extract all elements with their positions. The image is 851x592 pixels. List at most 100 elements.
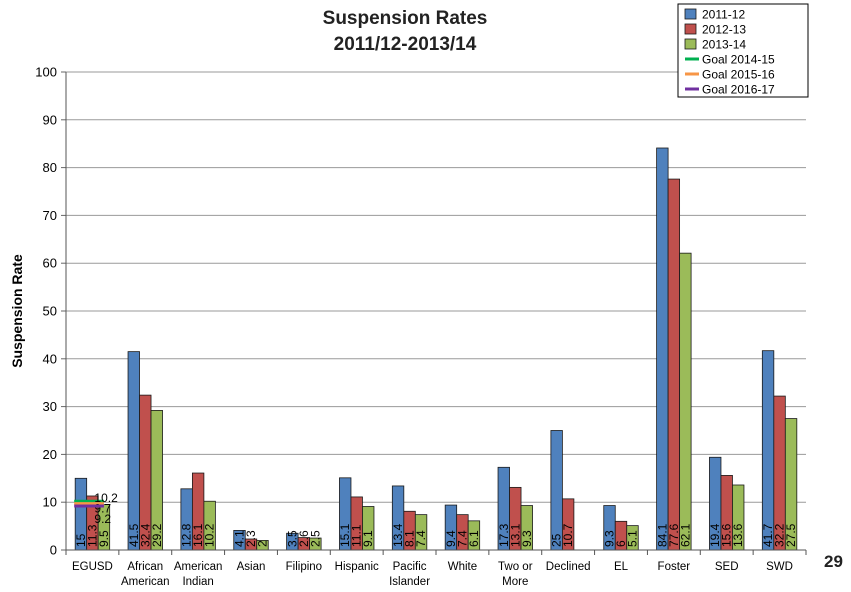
y-tick-label: 100 [35,65,57,80]
bars [74,147,798,551]
category-label: More [502,576,528,588]
y-tick-label: 30 [43,399,57,414]
data-label: 17.3 [497,523,511,547]
category-label: Filipino [286,561,322,573]
y-tick-label: 0 [50,543,57,558]
y-tick-label: 90 [43,112,57,127]
data-label: 32.2 [773,523,787,547]
goal-label: 9.2 [94,512,111,526]
category-label: Hispanic [335,561,379,573]
data-label: 9.4 [444,530,458,547]
data-label: 15 [74,533,88,547]
y-axis-title: Suspension Rate [9,254,25,368]
data-label: 29.2 [150,523,164,547]
data-label: 13.6 [731,523,745,547]
bar [656,147,669,551]
data-label: 3.5 [285,530,299,547]
y-tick-label: 80 [43,160,57,175]
axes [65,72,807,555]
data-label: 13.1 [508,523,522,547]
bar [679,252,692,551]
data-label: 41.5 [127,523,141,547]
y-tick-label: 60 [43,256,57,271]
data-label: 2.3 [244,530,258,547]
data-label: 8.1 [403,530,417,547]
category-label: EGUSD [72,561,113,573]
legend-label: Goal 2014-15 [702,53,775,67]
data-label: 32.4 [138,523,152,547]
category-label: American [174,561,223,573]
data-label: 12.8 [180,523,194,547]
data-label: 15.1 [338,523,352,547]
data-label: 2.5 [308,530,322,547]
data-label: 15.6 [720,523,734,547]
data-label: 2 [256,540,270,547]
data-label: 10.2 [203,523,217,547]
bar [667,178,681,551]
data-label: 7.4 [414,530,428,547]
data-label: 62.1 [678,523,692,547]
legend-swatch [684,38,697,50]
data-label: 9.5 [97,530,111,547]
data-label: 77.6 [667,523,681,547]
chart-subtitle: 2011/12-2013/14 [334,34,477,55]
data-label: 4.1 [233,530,247,547]
data-label: 13.4 [391,523,405,547]
data-label: 5.1 [626,530,640,547]
data-labels: 15 41.5 12.8 4.1 3.5 15.1 13.4 9.4 17.3 25 9.3 84.1… [74,523,798,547]
bar [761,350,775,551]
category-label: African [127,561,163,573]
category-label: Pacific [393,561,427,573]
bar [127,351,140,551]
data-label: 19.4 [708,523,722,547]
data-label: 27.5 [784,523,798,547]
grid-lines [66,71,806,503]
category-labels: EGUSD African American American Indian Asian F… [72,561,793,588]
data-label: 84.1 [655,523,669,547]
category-label: Asian [237,561,266,573]
category-label: American [121,576,170,588]
y-tick-label: 20 [43,447,57,462]
data-label: 11.3 [85,524,99,547]
chart-title: Suspension Rates [323,8,488,29]
goal-lines: 10.29.79.2 [74,491,118,526]
data-label: 41.7 [761,523,775,547]
data-label: 9.3 [603,530,617,547]
category-label: Declined [546,561,591,573]
category-label: EL [614,561,629,573]
legend-label: Goal 2015-16 [702,68,775,82]
data-label: 11.1 [350,524,364,547]
data-label: 7.4 [455,530,469,547]
category-label: SED [715,561,739,573]
legend-box [677,3,809,98]
data-label: 6.1 [467,530,481,547]
legend-label: 2013-14 [702,38,746,52]
y-axis-ticks: 0 10 20 30 40 50 60 70 80 90 100 [35,65,66,558]
page-number: 29 [824,552,843,571]
category-label: Islander [389,576,430,588]
data-label: 16.1 [191,523,205,547]
goal-label: 10.2 [94,491,118,505]
legend-label: 2011-12 [702,8,745,22]
data-label: 9.1 [361,530,375,547]
category-label: Two or [498,561,533,573]
category-label: Indian [182,576,213,588]
y-tick-label: 50 [43,304,57,319]
y-tick-label: 40 [43,351,57,366]
data-label: 25 [550,533,564,547]
legend-swatch [684,23,697,35]
category-label: White [448,561,477,573]
legend-label: Goal 2016-17 [702,83,775,97]
category-label: Foster [658,561,691,573]
legend-swatch [684,8,697,20]
data-label: 9.3 [520,530,534,547]
y-tick-label: 10 [43,495,57,510]
data-label: 6 [614,540,628,547]
y-tick-label: 70 [43,208,57,223]
data-label: 10.7 [561,523,575,547]
data-label: 2.6 [297,530,311,547]
legend-label: 2012-13 [702,23,746,37]
category-label: SWD [766,561,793,573]
